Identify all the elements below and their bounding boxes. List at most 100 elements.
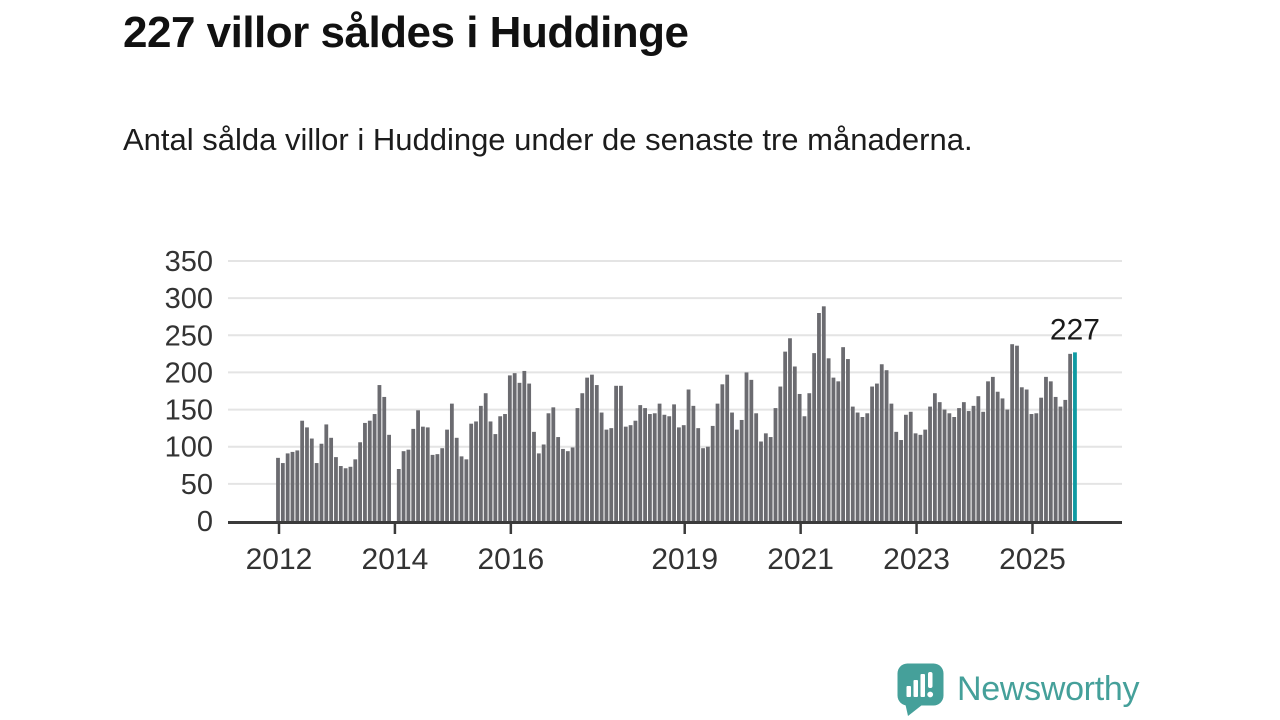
y-axis-tick-label: 350 (165, 246, 213, 278)
bar (957, 408, 961, 522)
bar (295, 450, 300, 522)
bar (990, 376, 995, 522)
bar (860, 417, 865, 522)
bar (285, 453, 290, 522)
bar (836, 381, 841, 522)
bar (763, 433, 768, 522)
bar (1034, 413, 1039, 522)
bar (411, 428, 416, 522)
bar (932, 393, 937, 522)
bar (401, 451, 406, 522)
bar (353, 459, 358, 522)
bar (850, 406, 855, 522)
bar (623, 426, 628, 522)
bar (590, 374, 594, 522)
bar (928, 406, 932, 522)
bar (570, 447, 575, 522)
bar (643, 408, 647, 522)
bar (430, 454, 435, 522)
bar (841, 347, 846, 522)
bar (1005, 409, 1010, 522)
bar (879, 364, 884, 522)
x-axis-tick-label: 2023 (883, 543, 950, 576)
y-axis-tick-label: 100 (165, 432, 213, 464)
bar (768, 437, 773, 522)
x-axis-tick-label: 2019 (651, 543, 718, 576)
bar (831, 377, 836, 522)
bar (483, 393, 488, 522)
bar (324, 424, 329, 522)
bar (710, 425, 715, 522)
bar (1024, 389, 1029, 522)
bar (348, 466, 353, 522)
y-axis-tick-label: 300 (165, 283, 213, 315)
bar (952, 417, 957, 522)
bar (681, 425, 686, 522)
bar (290, 451, 295, 522)
bar (551, 407, 556, 522)
bar (662, 414, 667, 522)
bar (343, 468, 348, 522)
bar (372, 414, 377, 522)
bar (546, 413, 551, 522)
bar (469, 423, 474, 522)
bar (329, 437, 334, 522)
bar (923, 429, 928, 522)
y-axis-tick-label: 150 (165, 395, 213, 427)
bar (894, 431, 899, 522)
bar (594, 385, 599, 522)
bar (396, 469, 401, 522)
bar (454, 437, 459, 522)
bar (614, 385, 618, 522)
y-axis-tick-label: 250 (165, 320, 213, 352)
bar (691, 405, 696, 522)
bar (648, 414, 652, 522)
bar (754, 413, 759, 522)
bar (478, 405, 483, 522)
bar (309, 438, 314, 522)
bar (899, 440, 903, 522)
bar (672, 404, 676, 522)
bar (363, 422, 367, 522)
bar (807, 393, 812, 522)
y-axis-tick-label: 0 (197, 506, 213, 538)
bar (338, 466, 343, 522)
bar (459, 456, 464, 522)
bar (792, 366, 797, 522)
bar (913, 433, 918, 522)
bar (280, 463, 285, 522)
bar (908, 411, 913, 522)
bar (512, 373, 517, 522)
bar (638, 405, 643, 522)
bar (734, 429, 739, 522)
bar (493, 434, 498, 522)
bar (498, 416, 503, 522)
newsworthy-logo: Newsworthy (896, 662, 1139, 717)
bar (556, 437, 561, 522)
bar (628, 425, 633, 522)
bar (739, 419, 744, 522)
bar (686, 389, 691, 522)
bar (1058, 406, 1063, 522)
bar (715, 403, 720, 522)
bar (826, 358, 831, 522)
bar (995, 391, 1000, 522)
bar (966, 411, 971, 522)
bar (319, 443, 324, 522)
bar (986, 381, 990, 522)
bar (416, 410, 420, 522)
bar (445, 429, 449, 522)
bar (749, 379, 754, 522)
bar (696, 428, 701, 522)
bar (812, 353, 817, 522)
bar (358, 442, 363, 522)
y-axis-tick-label: 50 (181, 469, 213, 501)
bar (314, 463, 319, 522)
bar (875, 383, 879, 522)
bar (971, 405, 976, 522)
bar (276, 457, 280, 522)
bar (522, 370, 527, 522)
bar (604, 429, 609, 522)
bar (585, 377, 590, 522)
